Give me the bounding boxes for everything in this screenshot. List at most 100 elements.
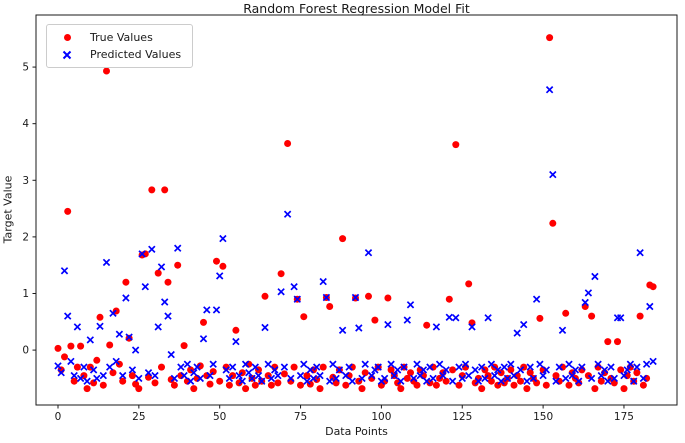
scatter-point-true [158, 363, 165, 371]
scatter-point-true [510, 381, 518, 389]
scatter-point-pred [348, 377, 357, 385]
scatter-point-true [633, 369, 641, 377]
scatter-point-pred [73, 323, 82, 331]
scatter-point-true [432, 381, 440, 389]
scatter-point-pred [513, 329, 521, 337]
scatter-point-pred [574, 377, 583, 385]
scatter-point-pred [186, 377, 195, 385]
scatter-point-pred [228, 363, 237, 371]
scatter-point-true [394, 379, 402, 387]
scatter-point-pred [86, 336, 95, 344]
scatter-point-pred [232, 337, 240, 346]
scatter-point-pred [270, 366, 279, 374]
scatter-point-true [562, 309, 570, 317]
scatter-point-true [639, 381, 647, 389]
y-tick-label: 0 [22, 345, 29, 357]
scatter-point-true [617, 366, 625, 374]
scatter-point-true [542, 381, 550, 389]
scatter-point-pred [523, 377, 531, 385]
scatter-point-pred [112, 357, 120, 366]
scatter-point-pred [199, 335, 208, 343]
scatter-point-pred [170, 374, 179, 383]
scatter-point-pred [290, 282, 298, 291]
scatter-point-pred [419, 366, 428, 374]
scatter-point-true [251, 381, 259, 389]
scatter-point-true [546, 34, 554, 42]
scatter-point-true [403, 374, 411, 382]
scatter-point-pred [157, 263, 166, 271]
scatter-point-pred [503, 374, 512, 383]
scatter-point-pred [99, 371, 108, 380]
scatter-point-pred [397, 377, 405, 385]
x-tick-label: 100 [371, 411, 391, 423]
true-values-dot-icon [56, 34, 78, 41]
scatter-point-pred [477, 363, 486, 371]
scatter-point-pred [300, 360, 308, 368]
scatter-point-pred [280, 363, 289, 371]
scatter-point-pred [309, 374, 318, 383]
scatter-point-true [536, 314, 544, 322]
scatter-point-true [119, 377, 127, 385]
scatter-point-pred [283, 210, 292, 218]
scatter-point-pred [251, 363, 260, 371]
scatter-point-pred [219, 234, 227, 243]
scatter-point-pred [241, 360, 250, 368]
scatter-point-pred [607, 363, 615, 371]
predicted-values-x-icon [56, 50, 78, 60]
scatter-point-true [261, 292, 269, 300]
scatter-point-pred [490, 371, 499, 380]
scatter-point-pred [238, 377, 247, 385]
scatter-point-pred [329, 360, 337, 368]
scatter-point-true [232, 326, 240, 334]
scatter-point-pred [196, 374, 205, 383]
scatter-point-true [135, 385, 143, 393]
scatter-point-pred [93, 374, 101, 383]
scatter-point-pred [135, 374, 143, 383]
scatter-point-true [620, 385, 628, 393]
scatter-point-pred [264, 360, 272, 368]
scatter-point-pred [193, 363, 201, 371]
scatter-point-true [103, 67, 110, 75]
scatter-point-pred [594, 360, 602, 368]
legend-label-true: True Values [90, 31, 153, 44]
scatter-point-true [507, 366, 515, 374]
scatter-point-true [242, 385, 250, 393]
legend-item-pred: Predicted Values [56, 48, 181, 61]
scatter-point-pred [633, 363, 641, 371]
scatter-point-true [122, 278, 130, 286]
scatter-point-true [455, 381, 463, 389]
scatter-point-true [342, 381, 350, 389]
scatter-point-pred [468, 323, 476, 331]
scatter-point-pred [561, 374, 570, 383]
scatter-point-true [216, 377, 224, 385]
scatter-point-true [316, 385, 324, 393]
scatter-point-pred [442, 366, 450, 374]
scatter-point-true [148, 186, 156, 194]
scatter-point-pred [335, 366, 344, 374]
scatter-point-true [384, 294, 392, 302]
scatter-point-pred [578, 363, 586, 371]
x-tick-label: 175 [614, 411, 634, 423]
scatter-point-pred [448, 377, 457, 385]
scatter-point-true [597, 377, 605, 385]
scatter-point-pred [422, 377, 431, 385]
scatter-point-pred [639, 374, 648, 383]
scatter-point-pred [54, 362, 62, 370]
scatter-point-pred [435, 360, 444, 368]
scatter-point-true [151, 379, 159, 387]
scatter-point-pred [439, 371, 447, 380]
scatter-point-pred [180, 371, 188, 380]
scatter-point-true [588, 312, 596, 320]
scatter-point-true [64, 207, 72, 215]
y-tick-label: 3 [22, 175, 29, 187]
scatter-point-pred [364, 248, 373, 257]
x-tick-label: 150 [533, 411, 553, 423]
scatter-point-true [423, 321, 431, 329]
scatter-point-pred [338, 326, 347, 335]
scatter-point-pred [118, 371, 127, 380]
scatter-point-pred [374, 363, 382, 371]
scatter-point-pred [367, 371, 376, 380]
scatter-point-pred [351, 293, 360, 302]
scatter-point-true [649, 283, 657, 291]
